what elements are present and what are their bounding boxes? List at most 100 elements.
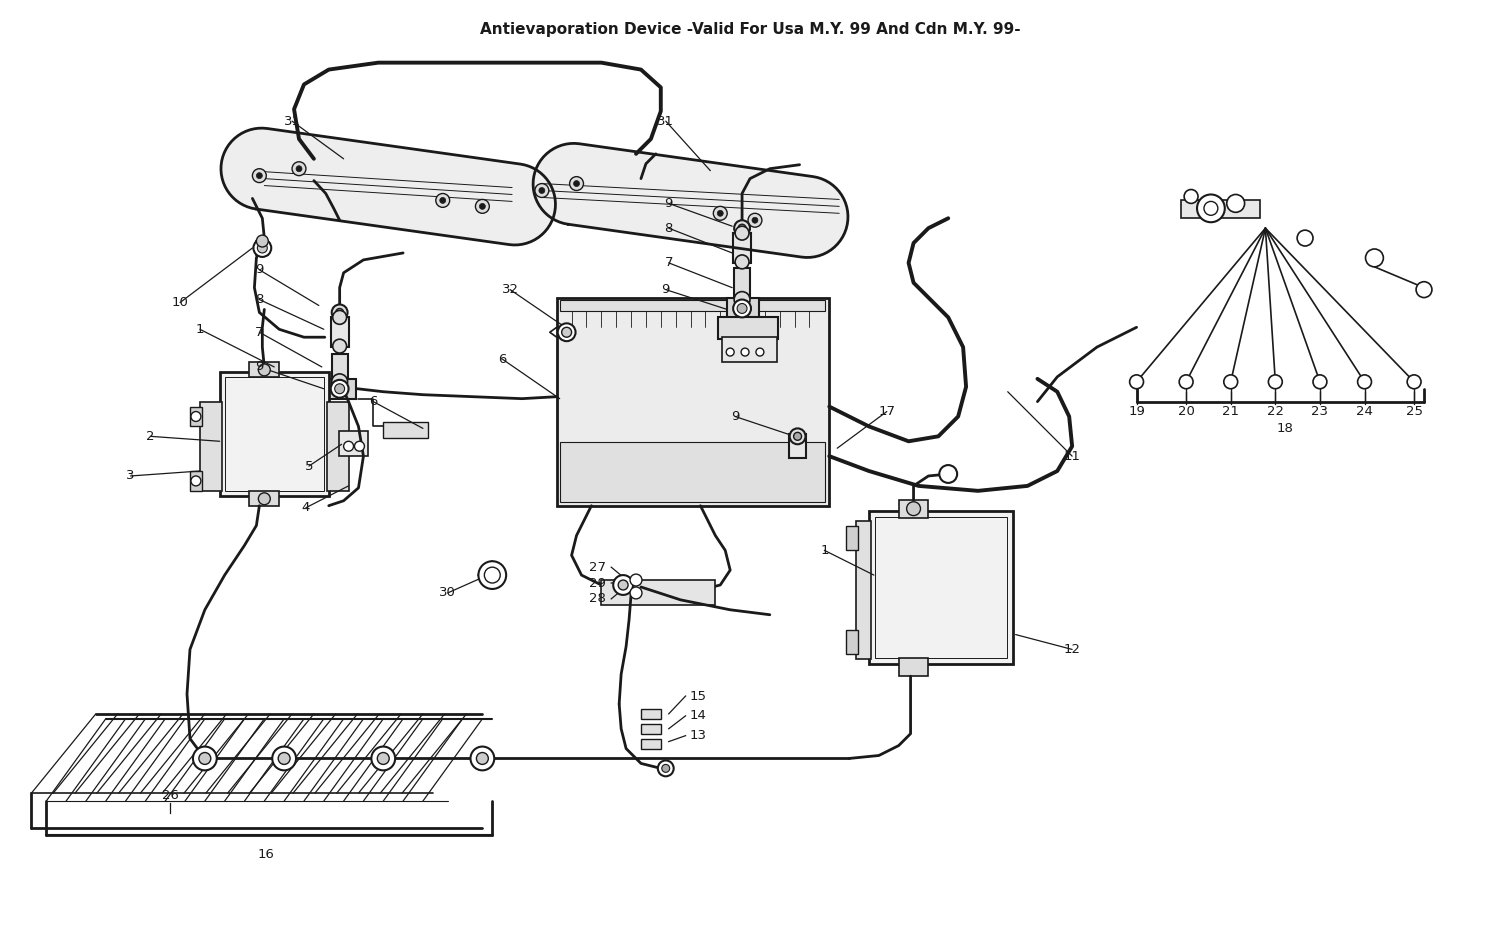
Circle shape — [436, 194, 450, 207]
Circle shape — [735, 254, 748, 269]
Circle shape — [794, 432, 801, 440]
Circle shape — [658, 761, 674, 777]
Circle shape — [741, 348, 748, 356]
Bar — [898, 499, 928, 517]
Bar — [568, 144, 813, 257]
Circle shape — [630, 574, 642, 586]
Bar — [339, 431, 369, 456]
Bar — [846, 526, 858, 551]
Circle shape — [734, 220, 750, 236]
Bar — [384, 423, 427, 438]
Text: 12: 12 — [1064, 643, 1080, 656]
Text: 1: 1 — [821, 544, 828, 557]
Circle shape — [1197, 195, 1225, 222]
Circle shape — [354, 441, 364, 451]
Circle shape — [536, 184, 549, 198]
Text: 15: 15 — [690, 690, 706, 703]
Text: 8: 8 — [664, 221, 674, 235]
Text: 17: 17 — [879, 405, 896, 418]
Circle shape — [1227, 195, 1245, 212]
Circle shape — [332, 305, 348, 321]
Circle shape — [614, 575, 633, 595]
Circle shape — [1130, 375, 1143, 389]
Bar — [330, 318, 348, 347]
Bar — [256, 129, 520, 245]
Text: 27: 27 — [590, 561, 606, 573]
Text: 3: 3 — [126, 469, 135, 482]
Bar — [560, 443, 825, 501]
Circle shape — [477, 752, 489, 764]
Circle shape — [344, 441, 354, 451]
Circle shape — [190, 476, 201, 486]
Circle shape — [480, 203, 486, 209]
Text: Antievaporation Device -Valid For Usa M.Y. 99 And Cdn M.Y. 99-: Antievaporation Device -Valid For Usa M.… — [480, 23, 1020, 38]
Circle shape — [789, 429, 806, 445]
Circle shape — [190, 412, 201, 422]
Text: 26: 26 — [162, 789, 178, 801]
Bar — [332, 354, 348, 382]
Text: 7: 7 — [664, 256, 674, 270]
Text: 9: 9 — [664, 197, 674, 210]
Circle shape — [332, 374, 348, 390]
Circle shape — [336, 308, 344, 316]
Text: 1: 1 — [195, 323, 204, 336]
Circle shape — [734, 300, 752, 318]
Text: 24: 24 — [1356, 405, 1372, 418]
Circle shape — [662, 764, 669, 772]
Text: 6: 6 — [498, 353, 507, 365]
Circle shape — [1358, 375, 1371, 389]
Circle shape — [296, 166, 302, 171]
Circle shape — [736, 304, 747, 313]
Circle shape — [194, 746, 216, 770]
Circle shape — [1407, 375, 1420, 389]
Circle shape — [292, 162, 306, 176]
Text: 5: 5 — [304, 460, 313, 473]
Text: 19: 19 — [1128, 405, 1144, 418]
Circle shape — [738, 224, 746, 232]
Bar — [734, 268, 750, 300]
Text: 8: 8 — [255, 293, 264, 307]
Circle shape — [333, 340, 346, 353]
Text: 31: 31 — [657, 114, 674, 128]
Text: 9: 9 — [255, 263, 264, 276]
Circle shape — [272, 746, 296, 770]
Circle shape — [1204, 201, 1218, 216]
Bar — [225, 377, 324, 491]
Circle shape — [726, 348, 734, 356]
Bar — [718, 318, 778, 340]
Bar — [734, 233, 752, 263]
Bar — [898, 658, 928, 676]
Text: 11: 11 — [1064, 449, 1080, 463]
Circle shape — [278, 752, 290, 764]
Circle shape — [1224, 375, 1238, 389]
Bar — [249, 491, 279, 506]
Circle shape — [714, 206, 728, 220]
Text: 13: 13 — [690, 729, 706, 743]
Circle shape — [372, 746, 394, 770]
Circle shape — [1269, 375, 1282, 389]
Circle shape — [1179, 375, 1192, 389]
Bar — [327, 402, 348, 491]
Circle shape — [532, 144, 615, 224]
Circle shape — [484, 568, 500, 583]
Circle shape — [258, 364, 270, 376]
Text: 31: 31 — [284, 114, 300, 128]
Text: 29: 29 — [590, 576, 606, 589]
Text: 20: 20 — [1178, 405, 1194, 418]
Circle shape — [939, 465, 957, 482]
Circle shape — [561, 327, 572, 337]
Bar — [256, 241, 268, 254]
Circle shape — [256, 236, 268, 247]
Circle shape — [1312, 375, 1328, 389]
Bar — [249, 362, 279, 377]
Text: 16: 16 — [258, 849, 274, 861]
Bar — [1180, 201, 1260, 219]
Circle shape — [256, 173, 262, 179]
Circle shape — [756, 348, 764, 356]
Circle shape — [471, 746, 495, 770]
Circle shape — [538, 187, 544, 194]
Text: 22: 22 — [1268, 405, 1284, 418]
Bar — [190, 407, 202, 427]
Circle shape — [334, 384, 345, 394]
Bar — [556, 298, 830, 506]
